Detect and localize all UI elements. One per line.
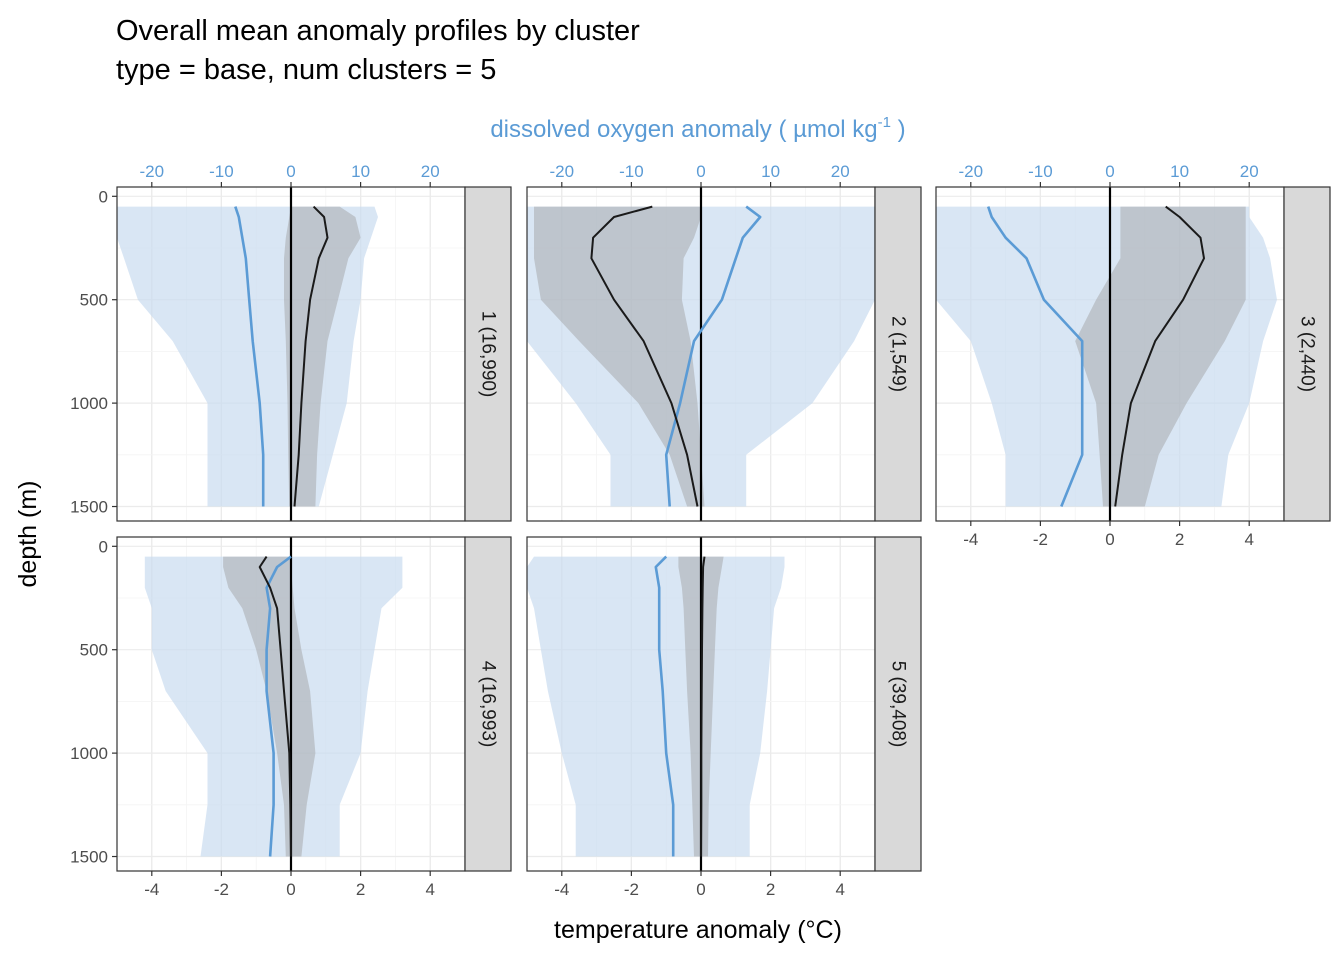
x2-axis-label: dissolved oxygen anomaly ( µmol kg-1 ) — [490, 114, 905, 143]
y-tick-label: 1500 — [70, 498, 108, 517]
y-tick-label: 1000 — [70, 744, 108, 763]
temperature-mean-line — [700, 556, 706, 857]
x-tick-label: 4 — [425, 880, 434, 899]
y-tick-label: 500 — [80, 641, 108, 660]
x2-axis-label-sup: -1 — [878, 114, 891, 131]
temperature-ribbon — [284, 206, 361, 507]
facet-strip-label: 3 (2,440) — [1297, 316, 1318, 392]
temperature-ribbon — [1075, 206, 1246, 507]
y-tick-label: 0 — [99, 537, 108, 556]
facet-strip — [464, 536, 512, 872]
x-tick-label: 0 — [286, 880, 295, 899]
x-tick-label: 0 — [1105, 530, 1114, 549]
x2-tick-label: 20 — [421, 162, 440, 181]
oxygen-ribbon — [117, 206, 378, 507]
panel-5: 5 (39,408) -4 -2 0 2 4 — [526, 536, 922, 899]
temperature-mean-line — [590, 205, 699, 507]
x-tick-label: -4 — [554, 880, 569, 899]
facet-strip-label: 4 (16,993) — [478, 661, 499, 748]
x2-tick-label: 0 — [1105, 162, 1114, 181]
x2-tick-label: 10 — [351, 162, 370, 181]
x2-tick-label: 10 — [1170, 162, 1189, 181]
chart-title: Overall mean anomaly profiles by cluster — [116, 15, 640, 47]
x-tick-label: -2 — [214, 880, 229, 899]
x-tick-label: 4 — [1244, 530, 1253, 549]
x2-tick-label: -20 — [550, 162, 575, 181]
x2-tick-label: 20 — [1240, 162, 1259, 181]
y-tick-label: 1500 — [70, 848, 108, 867]
x2-axis-label-end: ) — [891, 116, 906, 143]
facet-strip-label: 1 (16,990) — [478, 311, 499, 398]
x-tick-label: 0 — [696, 880, 705, 899]
x2-tick-label: -10 — [619, 162, 644, 181]
y-axis-label: depth (m) — [14, 481, 42, 588]
x-tick-label: 2 — [356, 880, 365, 899]
temperature-ribbon — [534, 206, 705, 507]
x-tick-label: 2 — [1175, 530, 1184, 549]
x2-tick-label: 0 — [696, 162, 705, 181]
x-tick-label: -4 — [963, 530, 978, 549]
panel-3: 3 (2,440)-20 -10 0 10 20-4 -2 0 2 4 — [935, 162, 1331, 549]
panel-1: 1 (16,990) 0 500 1000 1500 -20 -10 0 10 20 — [70, 162, 512, 522]
oxygen-mean-line — [664, 205, 762, 507]
temperature-mean-line — [1114, 205, 1205, 507]
oxygen-mean-line — [265, 555, 292, 857]
x2-axis-label-main: dissolved oxygen anomaly ( µmol kg — [490, 116, 877, 143]
x2-tick-label: -20 — [959, 162, 984, 181]
x2-tick-label: -10 — [209, 162, 234, 181]
y-tick-label: 0 — [99, 187, 108, 206]
facet-strip-label: 2 (1,549) — [888, 316, 909, 392]
facet-strip — [464, 186, 512, 522]
panel-4: 4 (16,993) 0 500 1000 1500 -4 -2 0 2 4 — [70, 536, 512, 899]
oxygen-ribbon — [527, 556, 785, 857]
temperature-mean-line — [293, 205, 329, 507]
x-tick-label: -2 — [1033, 530, 1048, 549]
x2-tick-label: 20 — [831, 162, 850, 181]
facet-strip — [1283, 186, 1331, 522]
facet-strip-label: 5 (39,408) — [888, 661, 909, 748]
x-tick-label: 4 — [835, 880, 844, 899]
oxygen-mean-line — [234, 206, 265, 507]
facet-strip — [874, 536, 922, 872]
oxygen-mean-line — [986, 206, 1084, 507]
facet-strip — [874, 186, 922, 522]
oxygen-mean-line — [654, 555, 675, 857]
chart-subtitle: type = base, num clusters = 5 — [116, 54, 496, 86]
y-tick-label: 500 — [80, 291, 108, 310]
oxygen-ribbon — [144, 556, 403, 857]
x2-tick-label: 0 — [286, 162, 295, 181]
x2-tick-label: -20 — [140, 162, 165, 181]
temperature-mean-line — [258, 556, 292, 857]
y-tick-label: 1000 — [70, 394, 108, 413]
x2-tick-label: -10 — [1028, 162, 1053, 181]
x-tick-label: 2 — [766, 880, 775, 899]
panel-2: 2 (1,549) -20 -10 0 10 20 — [526, 162, 922, 522]
x-tick-label: -2 — [624, 880, 639, 899]
x2-tick-label: 10 — [761, 162, 780, 181]
x-tick-label: -4 — [144, 880, 159, 899]
x-axis-label: temperature anomaly (°C) — [554, 916, 842, 944]
